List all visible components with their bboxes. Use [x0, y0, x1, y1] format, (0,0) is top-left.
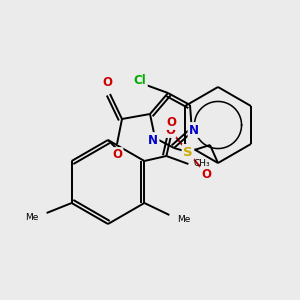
Text: O: O: [165, 124, 175, 136]
Text: O: O: [167, 116, 176, 128]
Text: Cl: Cl: [134, 74, 146, 86]
Text: O: O: [102, 76, 112, 88]
Text: S: S: [183, 146, 193, 158]
Text: Me: Me: [177, 215, 191, 224]
Text: CH₃: CH₃: [194, 160, 210, 169]
Text: O: O: [112, 148, 122, 161]
Text: N: N: [189, 124, 199, 136]
Text: N: N: [148, 134, 158, 146]
Text: Me: Me: [25, 214, 39, 223]
Text: O: O: [201, 167, 211, 181]
